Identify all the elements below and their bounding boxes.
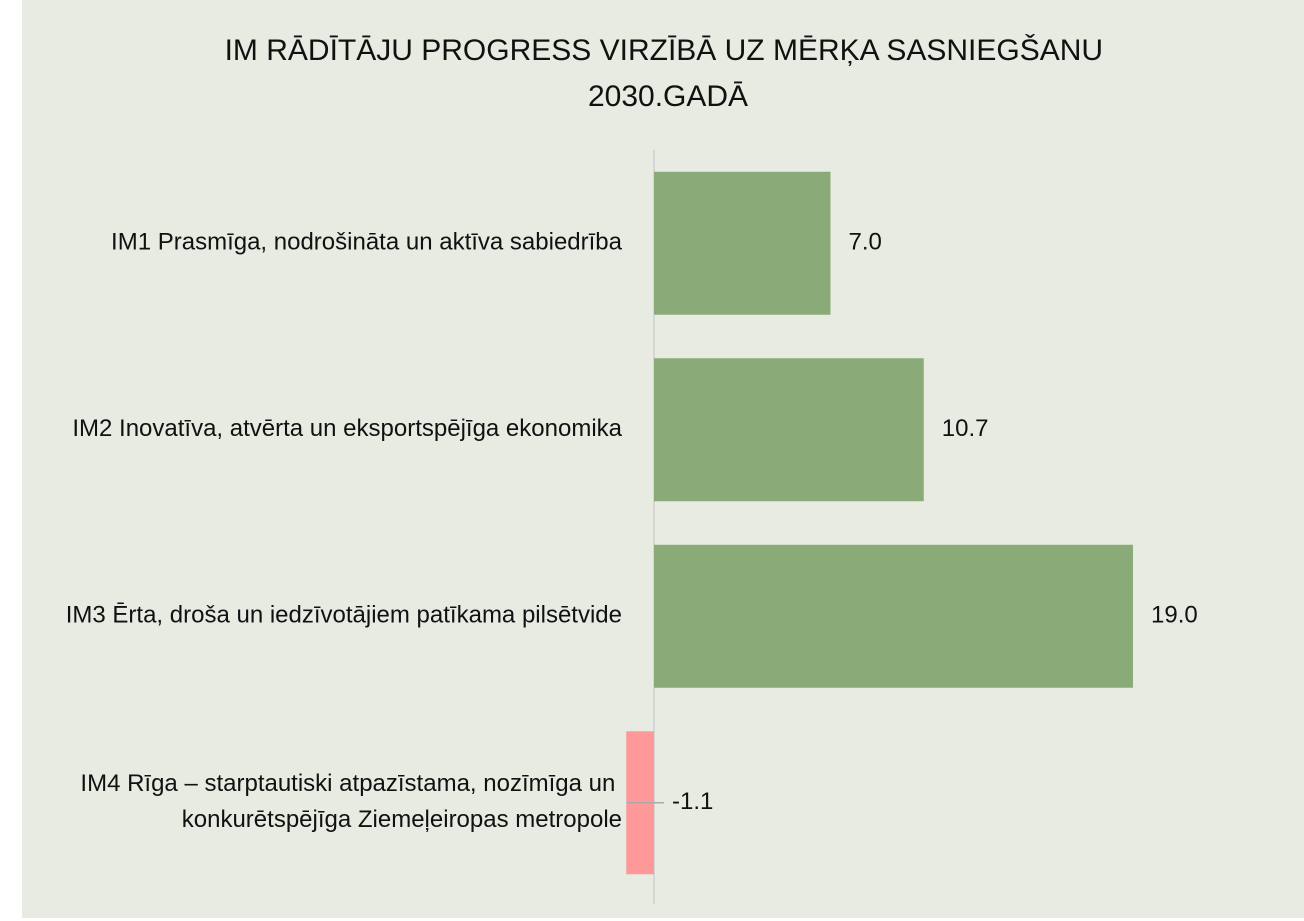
category-label: IM1 Prasmīga, nodrošināta un aktīva sabi… bbox=[111, 229, 623, 256]
value-label: 19.0 bbox=[1151, 602, 1198, 629]
category-label: IM4 Rīga – starptautiski atpazīstama, no… bbox=[80, 770, 622, 833]
bar bbox=[654, 544, 1133, 688]
chart-title: IM RĀDĪTĀJU PROGRESS VIRZĪBĀ UZ MĒRĶA SA… bbox=[225, 33, 1112, 113]
value-label: 10.7 bbox=[942, 415, 989, 442]
bar bbox=[654, 171, 831, 315]
category-label: IM2 Inovatīva, atvērta un eksportspējīga… bbox=[72, 415, 622, 442]
value-label: 7.0 bbox=[848, 229, 881, 256]
value-label: -1.1 bbox=[672, 788, 713, 815]
category-label: IM3 Ērta, droša un iedzīvotājiem patīkam… bbox=[66, 602, 622, 629]
bar bbox=[654, 358, 924, 502]
